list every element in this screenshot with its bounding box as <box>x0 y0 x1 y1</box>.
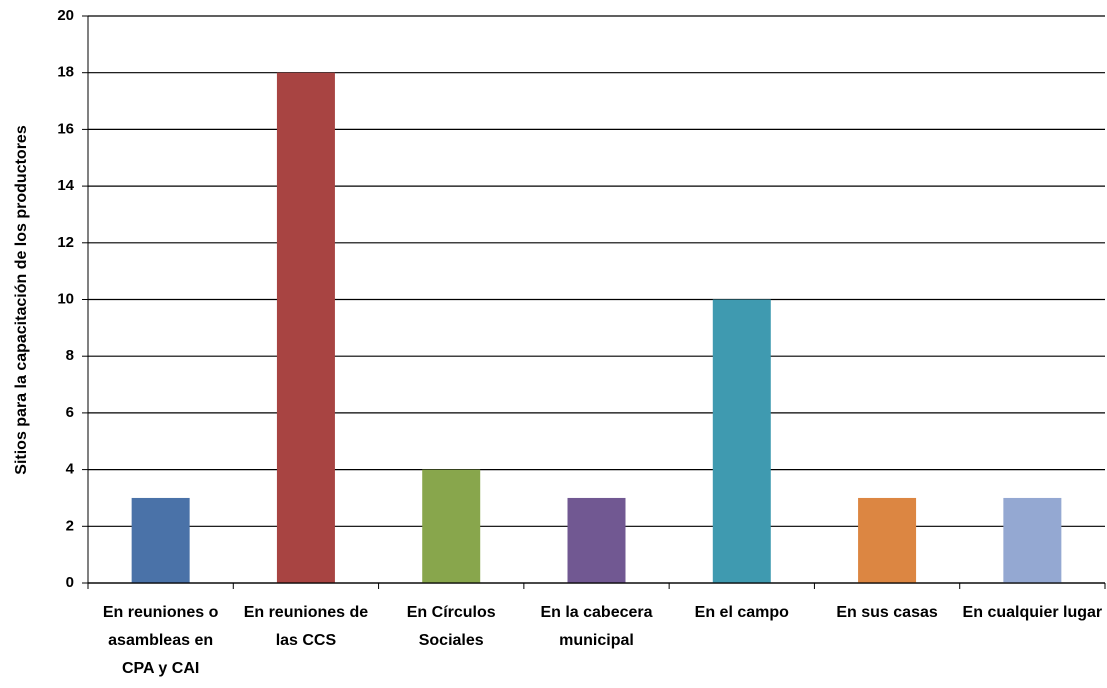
bar <box>276 72 335 583</box>
x-tick-label: En el campo <box>694 604 789 621</box>
bar <box>131 497 190 583</box>
bar <box>1003 497 1062 583</box>
x-tick-label: En Círculos Sociales <box>406 604 496 649</box>
y-tick-label: 20 <box>57 7 74 24</box>
y-tick-label: 12 <box>57 234 74 251</box>
x-tick-label: En cualquier lugar <box>962 604 1103 621</box>
bar <box>422 469 481 583</box>
y-tick-label: 16 <box>57 120 74 137</box>
bar <box>858 497 917 583</box>
y-tick-label: 10 <box>57 290 74 307</box>
y-tick-label: 18 <box>57 64 74 81</box>
y-tick-label: 8 <box>66 347 74 364</box>
y-tick-label: 14 <box>57 177 74 194</box>
x-tick-label: En reuniones o asambleas en CPA y CAI <box>102 604 219 677</box>
y-axis-label: Sitios para la capacitación de los produ… <box>13 125 30 475</box>
bar <box>567 497 626 583</box>
y-tick-label: 2 <box>66 517 74 534</box>
y-tick-label: 0 <box>66 574 74 591</box>
x-tick-label: En reuniones de las CCS <box>243 604 369 649</box>
y-tick-label: 4 <box>66 461 75 478</box>
bar <box>712 299 771 583</box>
y-tick-label: 6 <box>66 404 74 421</box>
x-tick-label: En la cabecera municipal <box>540 604 653 649</box>
x-tick-label: En sus casas <box>836 604 938 621</box>
